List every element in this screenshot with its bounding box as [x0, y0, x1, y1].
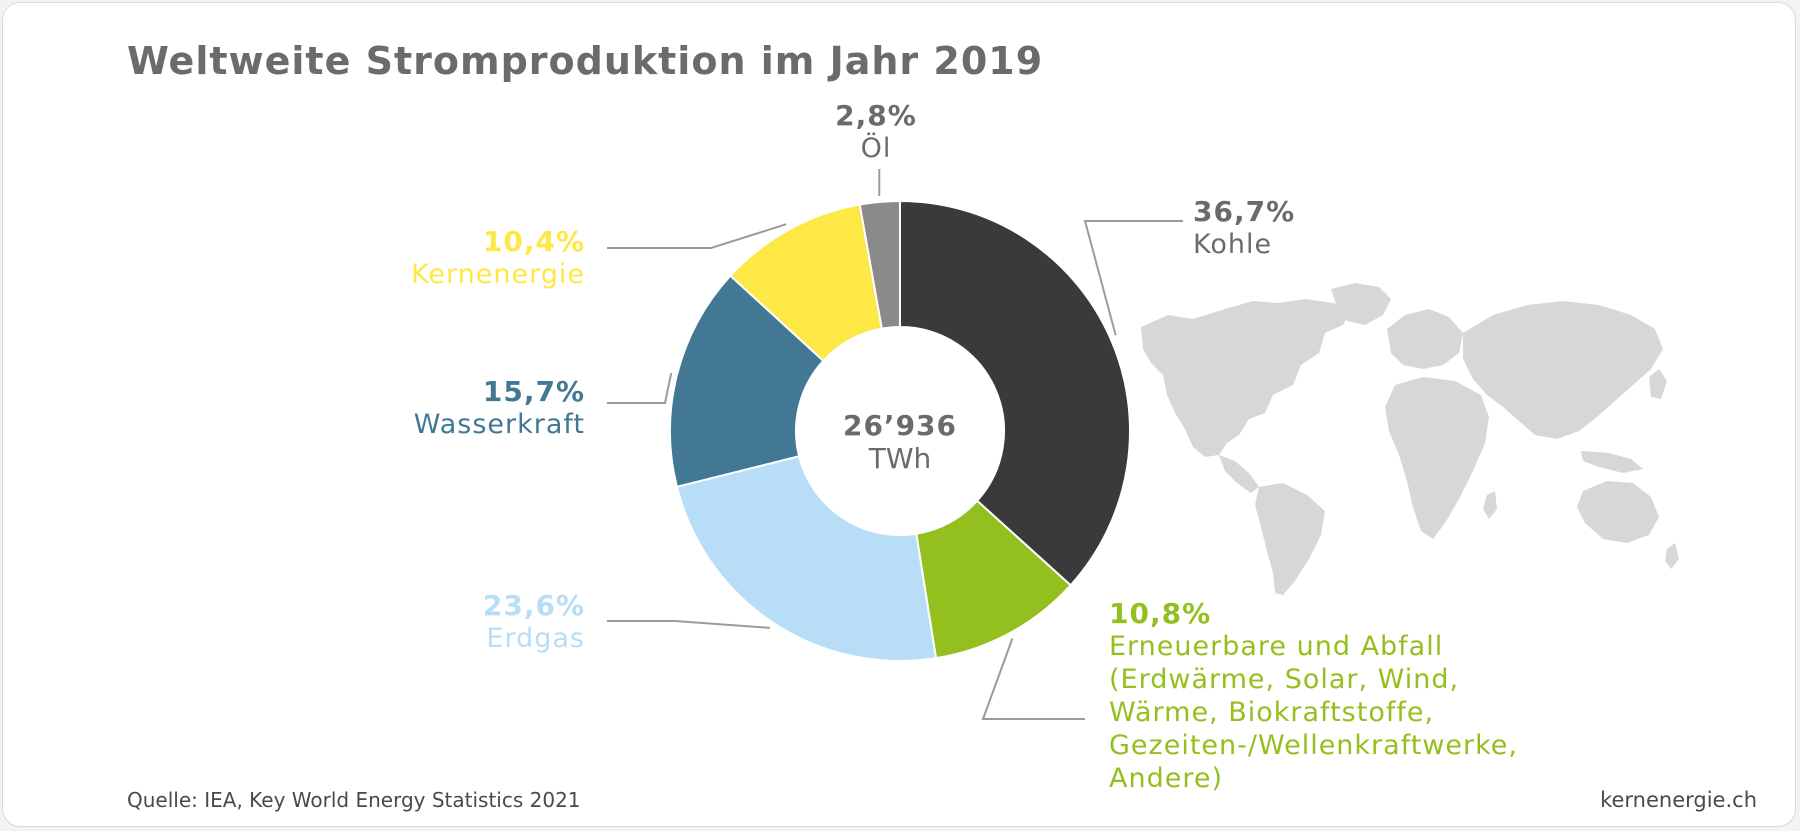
slice-name-label: Kohle: [1193, 229, 1272, 260]
map-asia: [1463, 301, 1663, 439]
slice-percent-label: 36,7%: [1193, 195, 1295, 228]
slice-percent-label: 23,6%: [483, 589, 585, 622]
map-madagascar: [1483, 491, 1497, 519]
leader-line: [1083, 220, 1183, 336]
map-greenland: [1331, 283, 1391, 325]
leader-line: [981, 638, 1085, 720]
slice-name-label: Öl: [861, 132, 892, 164]
map-japan: [1649, 369, 1667, 399]
map-north-america: [1141, 299, 1351, 457]
slice-percent-label: 10,8%: [1109, 597, 1211, 630]
leader-line: [607, 223, 787, 249]
slice-name-label: Kernenergie: [411, 259, 585, 290]
donut-chart: [669, 199, 1131, 662]
slice-kohle: [899, 199, 1131, 587]
slice-labels: 36,7%Kohle 10,8%Erneuerbare und Abfall(Er…: [411, 99, 1518, 794]
leader-lines: [607, 169, 1183, 720]
slice-erdgas: [675, 455, 938, 662]
map-australia: [1577, 481, 1659, 543]
map-indonesia: [1581, 451, 1643, 473]
slice-name-label: Wasserkraft: [414, 409, 585, 440]
leader-line: [607, 620, 770, 629]
map-europe: [1387, 309, 1463, 369]
map-africa: [1385, 377, 1489, 539]
chart-svg: 36,7%Kohle 10,8%Erneuerbare und Abfall(Er…: [411, 99, 1679, 794]
slice-name-label: Gezeiten-/Wellenkraftwerke,: [1109, 730, 1518, 761]
slice-öl: [858, 199, 901, 330]
chart-title: Weltweite Stromproduktion im Jahr 2019: [127, 39, 1044, 83]
slice-name-label: Erdgas: [486, 623, 585, 654]
slice-name-label: Erneuerbare und Abfall: [1109, 631, 1443, 662]
brand-link[interactable]: kernenergie.ch: [1600, 788, 1757, 812]
map-south-america: [1255, 483, 1325, 595]
map-new-zealand: [1665, 543, 1679, 569]
slice-name-label: (Erdwärme, Solar, Wind,: [1109, 664, 1459, 695]
map-central-america: [1219, 455, 1259, 493]
slice-name-label: Andere): [1109, 763, 1223, 794]
leader-line: [607, 372, 673, 404]
source-note: Quelle: IEA, Key World Energy Statistics…: [127, 788, 581, 812]
world-map-icon: [1141, 283, 1679, 595]
slice-percent-label: 2,8%: [835, 99, 917, 132]
slice-percent-label: 10,4%: [483, 225, 585, 258]
slice-percent-label: 15,7%: [483, 375, 585, 408]
slice-name-label: Wärme, Biokraftstoffe,: [1109, 697, 1434, 728]
center-total-value: 26’936: [843, 409, 957, 442]
slice-wasserkraft: [669, 274, 825, 489]
center-total-unit: TWh: [868, 442, 932, 475]
